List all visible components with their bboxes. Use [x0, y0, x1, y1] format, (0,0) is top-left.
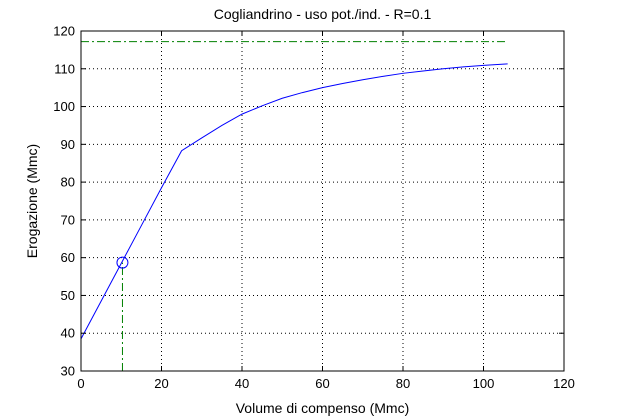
y-tick-label: 90	[61, 137, 75, 152]
y-tick-label: 120	[53, 24, 75, 39]
reference-lines	[81, 41, 508, 371]
x-tick-label: 120	[553, 376, 575, 391]
x-tick-label: 0	[77, 376, 84, 391]
y-tick-label: 110	[54, 61, 75, 76]
x-tick-label: 80	[396, 376, 410, 391]
series-line	[80, 63, 508, 340]
y-tick-label: 80	[61, 175, 75, 190]
x-tick-label: 100	[473, 376, 495, 391]
y-axis-label: Erogazione (Mmc)	[24, 144, 40, 258]
x-tick-label: 60	[315, 376, 329, 391]
chart-title: Cogliandrino - uso pot./ind. - R=0.1	[214, 6, 432, 22]
y-tick-label: 40	[61, 326, 75, 341]
x-tick-labels: 0 20 40 60 80 100 120	[77, 376, 574, 391]
x-axis-label: Volume di compenso (Mmc)	[236, 400, 410, 416]
markers-layer	[116, 256, 129, 269]
y-tick-labels: 30 40 50 60 70 80 90 100 110 120	[53, 24, 75, 379]
series-layer	[80, 63, 508, 340]
x-tick-label: 40	[235, 376, 249, 391]
y-tick-label: 30	[61, 364, 75, 379]
y-tick-label: 60	[61, 250, 75, 265]
ticks	[80, 30, 565, 372]
y-tick-label: 50	[61, 288, 75, 303]
x-tick-label: 20	[154, 376, 168, 391]
y-tick-label: 100	[53, 99, 75, 114]
y-tick-label: 70	[61, 212, 75, 227]
operating-point-marker	[116, 256, 129, 269]
